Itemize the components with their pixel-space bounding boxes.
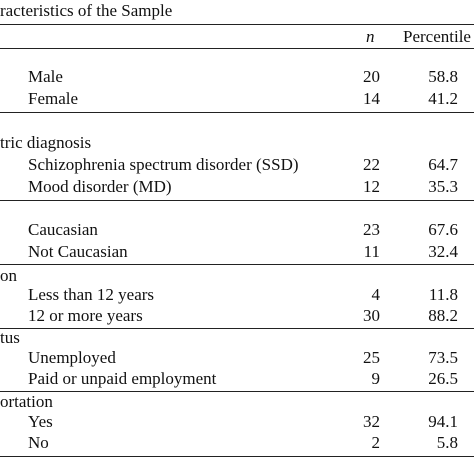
section-rule	[0, 391, 474, 392]
section-label: tus	[0, 328, 20, 347]
row-n: 32	[363, 412, 380, 431]
row-n: 14	[363, 89, 380, 108]
row-pct: 5.8	[436, 433, 458, 452]
row-n: 12	[363, 177, 380, 196]
row-n: 30	[363, 306, 380, 325]
header-percentile: Percentile	[403, 27, 471, 46]
section-label: tric diagnosis	[0, 133, 92, 152]
row-label: Schizophrenia spectrum disorder (SSD)	[28, 155, 299, 174]
section-label: ortation	[0, 392, 53, 411]
row-pct: 67.6	[428, 220, 458, 239]
section-rule	[0, 328, 474, 329]
row-pct: 94.1	[428, 412, 458, 431]
row-pct: 11.8	[428, 285, 458, 304]
row-n: 4	[371, 285, 381, 304]
row-pct: 73.5	[428, 348, 458, 367]
row-pct: 35.3	[428, 177, 458, 196]
header-n: n	[366, 27, 375, 46]
header-rule	[0, 48, 474, 49]
row-label: Paid or unpaid employment	[28, 369, 217, 388]
section-rule	[0, 264, 474, 265]
row-label: 12 or more years	[28, 306, 143, 325]
table-title: racteristics of the Sample	[0, 1, 173, 20]
row-n: 11	[363, 242, 380, 261]
row-pct: 88.2	[428, 306, 458, 325]
title-rule	[0, 24, 474, 25]
row-n: 2	[371, 433, 381, 452]
row-label: Not Caucasian	[28, 242, 128, 261]
section-label: on	[0, 266, 17, 285]
section-rule	[0, 200, 474, 201]
row-n: 22	[363, 155, 380, 174]
row-pct: 41.2	[428, 89, 458, 108]
section-rule	[0, 112, 474, 113]
row-label: Female	[28, 89, 79, 108]
row-pct: 32.4	[428, 242, 458, 261]
row-label: Yes	[28, 412, 53, 431]
row-n: 9	[371, 369, 381, 388]
row-pct: 64.7	[428, 155, 458, 174]
row-label: Mood disorder (MD)	[28, 177, 172, 196]
row-n: 23	[363, 220, 380, 239]
row-label: Unemployed	[28, 348, 116, 367]
row-n: 25	[363, 348, 380, 367]
row-pct: 58.8	[428, 67, 458, 86]
bottom-rule	[0, 456, 474, 457]
row-pct: 26.5	[428, 369, 458, 388]
row-label: Male	[28, 67, 63, 86]
row-label: No	[28, 433, 49, 452]
row-label: Caucasian	[28, 220, 98, 239]
row-label: Less than 12 years	[28, 285, 155, 304]
row-n: 20	[363, 67, 380, 86]
